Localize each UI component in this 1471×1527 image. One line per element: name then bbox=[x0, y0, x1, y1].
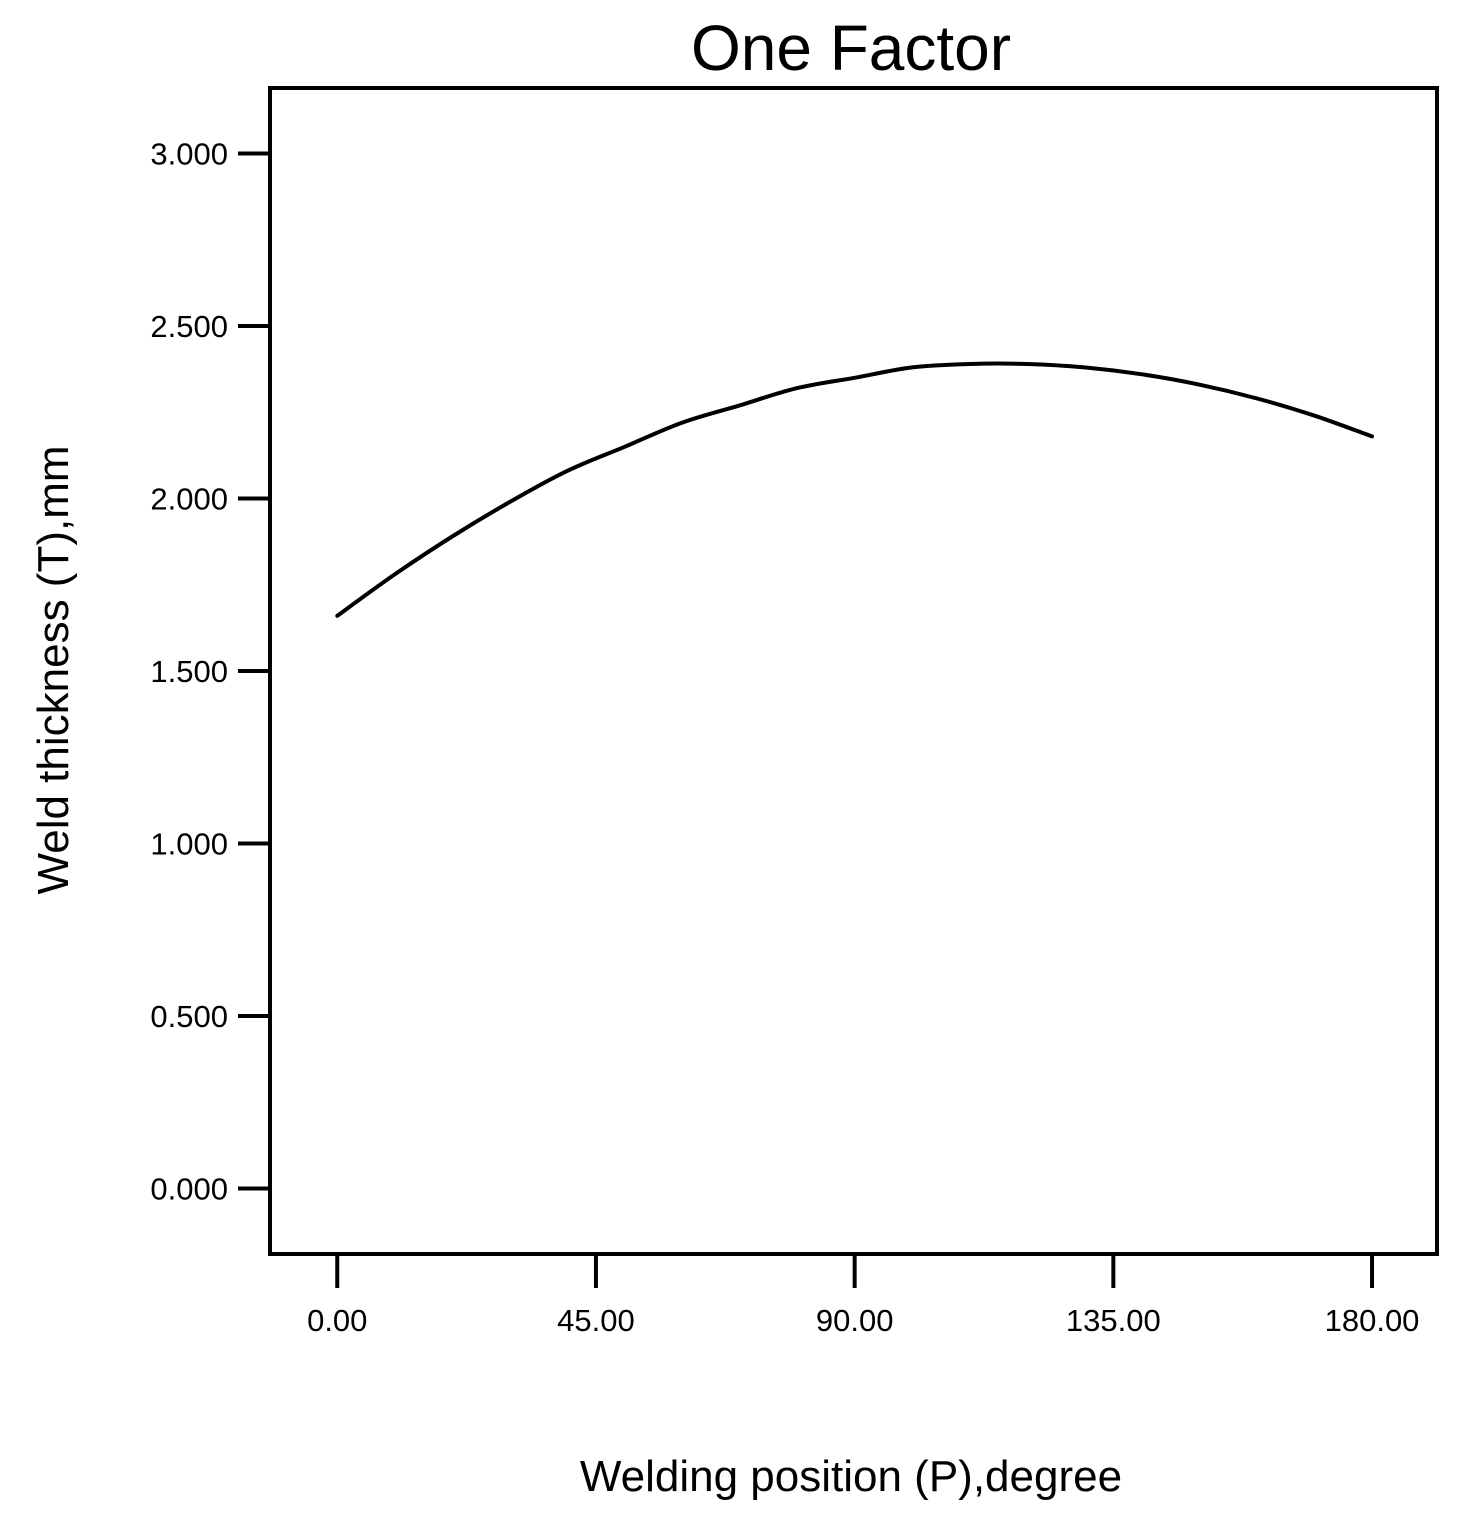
series-layer bbox=[335, 361, 1374, 618]
x-tick-label: 0.00 bbox=[307, 1303, 367, 1338]
x-tick-label: 45.00 bbox=[557, 1303, 635, 1338]
y-axis-label: Weld thickness (T),mm bbox=[29, 445, 78, 894]
y-tick-label: 3.000 bbox=[150, 137, 228, 172]
y-tick-label: 1.000 bbox=[150, 826, 228, 861]
y-axis: 0.000 0.500 1.000 1.500 2.000 2.500 3.000 bbox=[150, 137, 268, 1206]
x-axis-label: Welding position (P),degree bbox=[580, 1452, 1122, 1501]
y-tick-label: 0.000 bbox=[150, 1171, 228, 1206]
y-tick-label: 1.500 bbox=[150, 654, 228, 689]
x-tick-label: 135.00 bbox=[1066, 1303, 1161, 1338]
y-tick-label: 0.500 bbox=[150, 999, 228, 1034]
series-line bbox=[335, 361, 1374, 618]
x-axis: 0.00 45.00 90.00 135.00 180.00 bbox=[307, 1256, 1419, 1338]
chart-title: One Factor bbox=[691, 12, 1011, 84]
y-tick-label: 2.500 bbox=[150, 309, 228, 344]
plot-frame bbox=[268, 86, 1439, 1256]
x-tick-label: 180.00 bbox=[1325, 1303, 1420, 1338]
y-tick-label: 2.000 bbox=[150, 482, 228, 517]
x-tick-label: 90.00 bbox=[816, 1303, 894, 1338]
